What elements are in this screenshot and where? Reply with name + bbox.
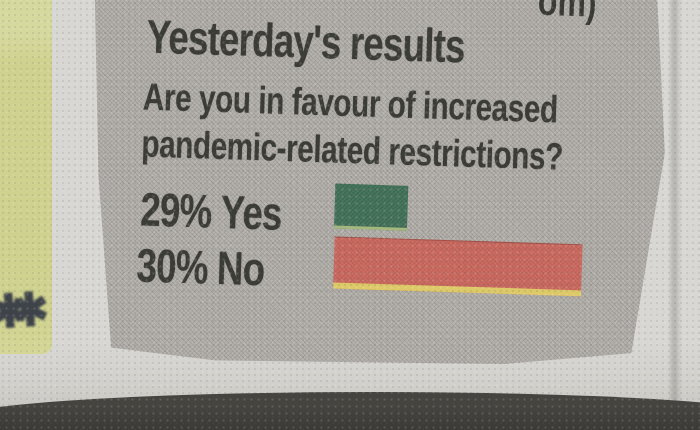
no-result-label: 30% No	[135, 238, 301, 296]
adjacent-column-strip	[0, 0, 52, 354]
yes-result-text: 29% Yes	[139, 182, 283, 239]
desk-surface	[0, 392, 700, 430]
poll-title: Yesterday's results	[146, 9, 555, 73]
yes-result-label: 29% Yes	[139, 182, 323, 239]
yes-bar	[333, 183, 409, 231]
poll-results-panel: Yesterday's results Are you in favour of…	[94, 0, 665, 364]
no-result-text: 30% No	[135, 238, 266, 296]
poll-question-line2-text: pandemic-related restrictions?	[140, 123, 564, 179]
no-percent: 30%	[135, 238, 209, 294]
cropped-headline-fragment: om)	[537, 0, 614, 26]
yes-percent: 29%	[139, 182, 213, 238]
cropped-headline-text: om)	[537, 0, 598, 26]
poll-content: Yesterday's results Are you in favour of…	[95, 0, 658, 364]
no-answer: No	[216, 240, 266, 296]
yes-answer: Yes	[219, 184, 283, 240]
poll-question-line1: Are you in favour of increased	[142, 76, 664, 133]
no-bar	[333, 236, 583, 297]
poll-title-text: Yesterday's results	[146, 9, 466, 73]
poll-question-line2: pandemic-related restrictions?	[140, 123, 665, 180]
poll-question-line1-text: Are you in favour of increased	[142, 76, 559, 132]
margin-ink-mark: ✱✱	[0, 283, 33, 339]
